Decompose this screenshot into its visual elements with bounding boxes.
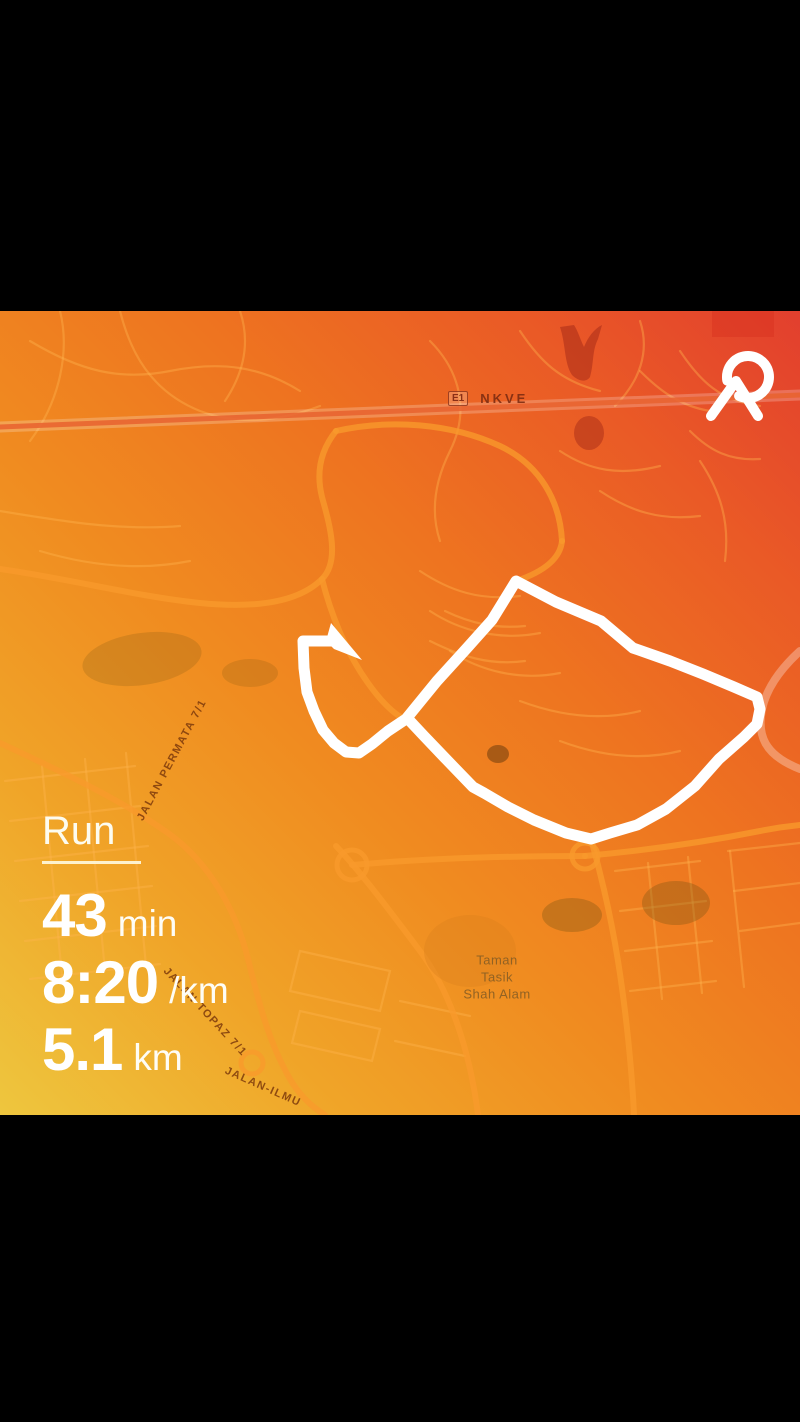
activity-type-label: Run	[42, 809, 142, 864]
highway-nkve	[0, 389, 800, 433]
map-terrain-blobs	[82, 311, 774, 987]
park-label-line3: Shah Alam	[463, 986, 531, 1002]
park-label: Taman Tasik Shah Alam	[463, 952, 530, 1003]
pace-unit: /km	[169, 970, 229, 1011]
park-label-line1: Taman	[476, 952, 518, 968]
park-label-line2: Tasik	[480, 969, 514, 985]
highway-shield-e1: E1	[448, 391, 469, 406]
route	[297, 575, 766, 845]
duration-value: 43	[42, 882, 108, 949]
road-network	[0, 311, 800, 1115]
distance-unit: km	[133, 1037, 183, 1078]
distance-value: 5.1	[42, 1016, 123, 1083]
highway-name: NKVE	[480, 391, 529, 406]
route-path	[297, 575, 766, 845]
map-svg	[0, 311, 800, 1115]
duration-unit: min	[117, 903, 178, 944]
highway-label: E1 NKVE	[448, 391, 528, 406]
stat-distance: 5.1 km	[42, 1015, 183, 1084]
route-arrow-icon	[326, 623, 362, 660]
stat-duration: 43 min	[42, 881, 177, 950]
activity-stats: Run 43 min 8:20 /km 5.1 km	[42, 809, 229, 1083]
pace-value: 8:20	[42, 949, 159, 1016]
route-map: E1 NKVE JALAN PERMATA 7/1 JALAN TOPAZ 7/…	[0, 311, 800, 1115]
stat-pace: 8:20 /km	[42, 948, 229, 1017]
runkeeper-logo-icon	[706, 350, 774, 421]
